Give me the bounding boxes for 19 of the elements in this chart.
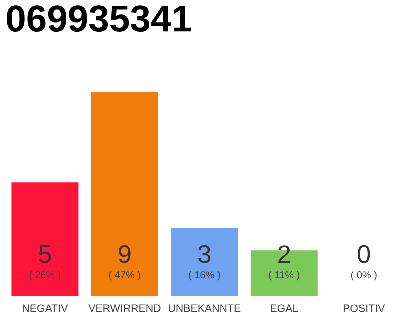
data-label: 5 bbox=[39, 246, 52, 264]
bar bbox=[12, 182, 79, 296]
data-label: 2 bbox=[278, 246, 290, 264]
x-tick-label: VERWIRREND bbox=[88, 304, 161, 312]
annotation: ( 26% ) bbox=[30, 271, 61, 281]
annotation: ( 11% ) bbox=[269, 271, 300, 281]
x-tick-label: EGAL bbox=[271, 304, 298, 312]
data-label: 0 bbox=[358, 245, 370, 264]
x-tick-label: UNBEKANNTE bbox=[169, 304, 241, 312]
data-label: 3 bbox=[198, 245, 211, 264]
bar bbox=[91, 92, 158, 296]
annotation: ( 47% ) bbox=[109, 271, 140, 281]
data-label: 9 bbox=[119, 245, 131, 264]
annotation: ( 0% ) bbox=[351, 271, 377, 281]
bar bbox=[171, 228, 238, 296]
x-tick-label: NEGATIV bbox=[23, 304, 68, 312]
chart-title: 069935341 bbox=[7, 6, 192, 32]
x-tick-label: POSITIV bbox=[344, 304, 386, 312]
annotation: ( 16% ) bbox=[189, 271, 220, 281]
